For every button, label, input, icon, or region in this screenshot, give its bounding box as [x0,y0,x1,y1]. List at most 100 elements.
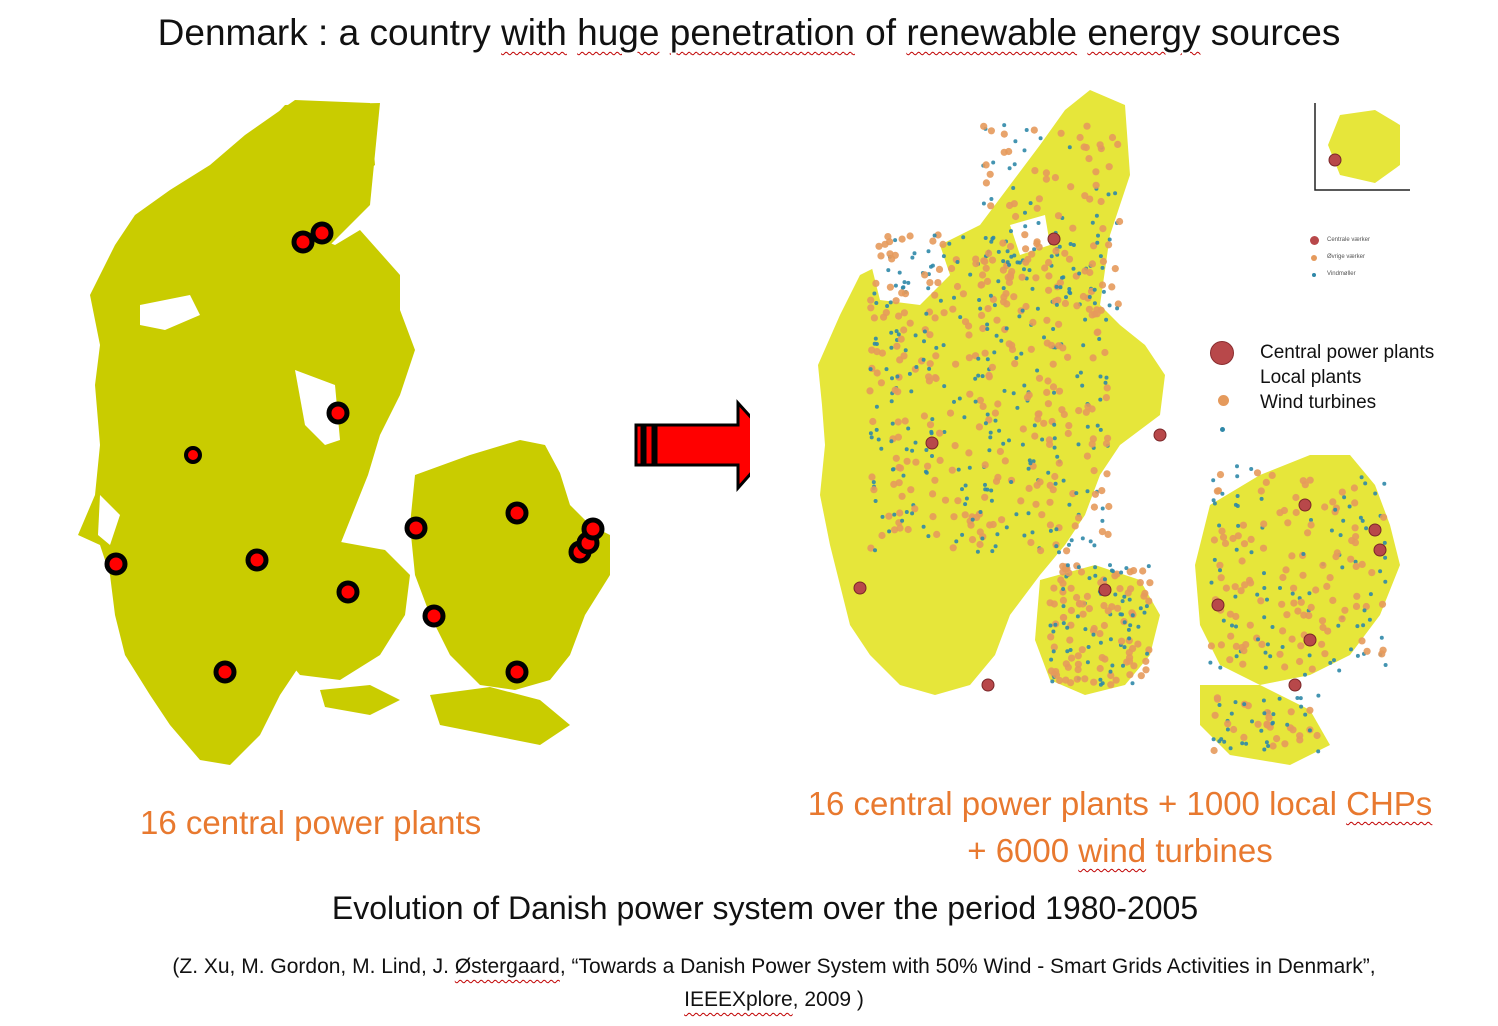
wind-turbine-marker [1255,592,1260,597]
wind-turbine-marker [1053,481,1058,486]
wind-turbine-marker [1092,301,1097,306]
local-plant-marker [894,388,902,396]
wind-turbine-marker [985,327,990,331]
local-plant-marker [936,429,944,437]
wind-turbine-marker [954,539,959,544]
local-plant-marker [1140,592,1148,600]
local-plant-marker [1098,487,1106,495]
wind-turbine-marker [977,298,982,302]
local-plant-marker [1019,425,1027,433]
wind-turbine-marker [990,549,995,554]
wind-turbine-marker [1012,162,1017,167]
local-plant-marker [1279,627,1287,635]
local-plant-marker [967,521,975,529]
wind-turbine-marker [1049,657,1054,662]
local-plant-marker [1075,407,1083,415]
local-plant-marker [954,497,962,505]
local-plant-marker [1358,560,1366,568]
small-legend: Centrale værker Øvrige værker Vindmøller [1310,232,1370,283]
wind-turbine-marker [1038,136,1043,141]
wind-turbine-marker [1076,442,1081,447]
local-plant-marker [926,331,934,339]
local-plant-marker [1099,225,1107,233]
wind-turbine-marker [1015,405,1020,410]
wind-turbine-marker [1363,481,1368,486]
local-plant-marker [1217,574,1225,582]
local-plant-marker [1107,681,1115,689]
wind-turbine-marker [1004,326,1009,331]
local-plant-marker [1023,393,1032,401]
wind-turbine-marker [1090,220,1095,225]
local-plant-marker [896,524,904,532]
wind-turbine-marker [879,446,884,451]
local-plant-marker [1350,484,1358,492]
wind-turbine-marker [1230,623,1234,628]
wind-turbine-marker [1005,260,1010,265]
local-plant-marker [1210,746,1218,755]
local-plant-marker [1136,579,1144,587]
local-plant-marker [1069,490,1077,498]
local-plant-marker [1008,268,1016,276]
local-plant-marker [1011,360,1019,368]
local-plant-marker [1217,641,1225,649]
local-plant-marker [1113,570,1121,578]
local-plant-marker [1076,600,1084,608]
wind-turbine-marker [1378,569,1383,574]
local-plant-marker [940,309,948,317]
local-plant-marker [981,461,989,469]
wind-turbine-marker [1026,511,1031,516]
local-plant-marker [1090,624,1098,633]
jutland-landmass [78,100,415,765]
wind-turbine-marker [1212,557,1217,562]
local-plant-marker [1207,642,1215,650]
local-plant-marker [920,412,928,420]
local-plant-marker [1294,607,1302,615]
local-plant-marker [898,492,906,500]
central-power-plant-marker [505,660,529,684]
wind-turbine-marker [1031,459,1036,464]
local-plant-marker [946,409,955,417]
local-plant-marker [1098,528,1106,536]
local-plant-marker [981,493,989,501]
wind-turbine-marker [1098,677,1103,682]
wind-turbine-marker [1087,576,1092,581]
local-plant-marker [1057,129,1065,137]
local-plant-marker [993,316,1001,324]
wind-turbine-marker [1222,739,1227,744]
wind-turbine-marker [996,279,1001,284]
local-plant-marker [1287,708,1295,716]
wind-turbine-marker [1211,737,1216,742]
wind-turbine-marker [952,399,956,404]
wind-turbine-marker [1360,518,1365,523]
wind-turbine-marker [1218,568,1222,573]
wind-turbine-marker [1299,704,1304,709]
citation: (Z. Xu, M. Gordon, M. Lind, J. Østergaar… [172,955,1376,1011]
local-plant-marker [965,449,973,457]
local-plant-marker [1067,606,1075,615]
local-plant-marker [896,509,904,517]
wind-turbine-marker [924,448,929,452]
wind-turbine-marker [934,345,939,350]
wind-turbine-marker [922,329,927,334]
local-plant-marker [1089,354,1097,362]
local-plant-marker [1090,678,1098,686]
wind-turbine-marker [1101,289,1106,294]
wind-turbine-marker [1075,374,1080,379]
wind-turbine-marker [980,374,985,379]
local-plant-marker [901,290,910,298]
local-plant-marker [1074,666,1082,674]
wind-turbine-marker [910,255,915,260]
wind-turbine-marker [1240,741,1245,746]
legend-central: Central power plants [1260,342,1435,363]
wind-turbine-marker [1100,265,1105,270]
wind-turbine-marker [1091,632,1096,637]
local-plant-marker [1368,569,1376,577]
local-plant-marker [1262,478,1270,486]
wind-turbine-marker [1220,491,1225,496]
wind-turbine-marker [874,427,879,432]
local-plant-marker [867,296,875,304]
local-plant-marker [1232,612,1240,621]
local-plant-marker [1210,536,1218,544]
wind-turbine-marker [1122,620,1127,625]
local-plant-marker [1329,596,1337,604]
